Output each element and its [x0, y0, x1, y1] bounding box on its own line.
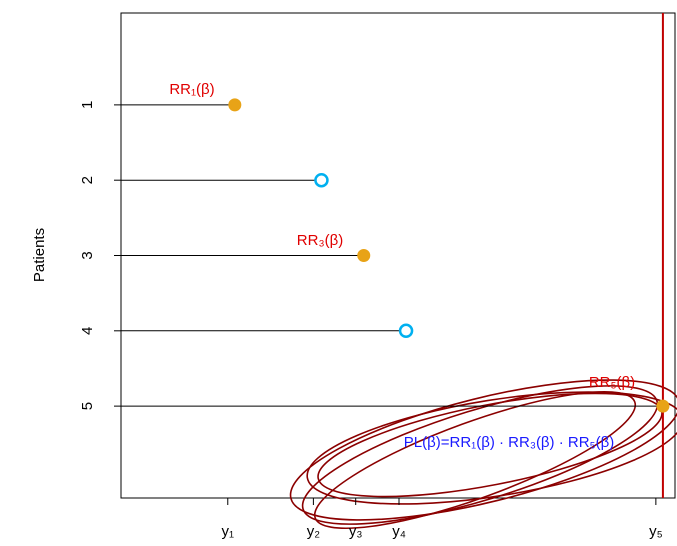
- y-tick-label: 4: [79, 327, 96, 335]
- censored-point: [398, 323, 414, 339]
- annotation: RR₁(β): [169, 81, 214, 98]
- event-point: [357, 249, 371, 262]
- x-tick-label: y₄: [392, 523, 406, 540]
- annotation: RR₅(β): [589, 374, 635, 391]
- y-tick-label: 5: [79, 402, 96, 410]
- y-tick-label: 1: [79, 101, 96, 109]
- x-tick-label: y₃: [349, 523, 363, 540]
- annotation: PL(β)=RR₁(β) · RR₃(β) · RR₅(β): [404, 434, 614, 451]
- event-point: [656, 399, 670, 413]
- y-tick-label: 2: [79, 176, 96, 184]
- event-point: [228, 98, 242, 112]
- x-tick-label: y₅: [649, 523, 663, 540]
- annotation: RR₃(β): [297, 232, 343, 249]
- y-tick-label: 3: [79, 251, 96, 259]
- y-axis-label: Patients: [31, 228, 48, 282]
- x-tick-label: y₁: [221, 523, 234, 540]
- x-tick-label: y₂: [307, 523, 321, 540]
- censored-point: [314, 172, 329, 188]
